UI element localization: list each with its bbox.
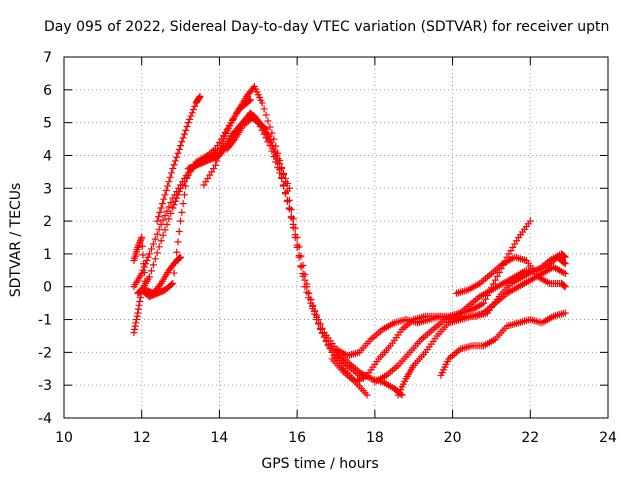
y-tick-label: 6 xyxy=(43,83,52,99)
y-tick-label: -1 xyxy=(38,313,52,329)
x-tick-label: 10 xyxy=(55,430,73,446)
y-tick-labels: -4 -3 -2 -1 0 1 2 3 4 5 6 7 xyxy=(38,50,52,427)
y-tick-label: -4 xyxy=(38,411,52,427)
point-markers xyxy=(394,263,569,399)
y-tick-label: -2 xyxy=(38,345,52,361)
series-track-9 xyxy=(371,250,569,386)
series-track-11 xyxy=(437,309,569,379)
y-tick-label: 4 xyxy=(43,148,52,164)
point-markers xyxy=(452,253,569,297)
y-tick-label: 0 xyxy=(43,280,52,296)
series-track-7 xyxy=(328,217,534,386)
point-markers xyxy=(130,234,185,297)
series-track-5 xyxy=(153,92,204,225)
y-tick-label: 1 xyxy=(43,247,52,263)
x-tick-label: 22 xyxy=(521,430,539,446)
x-tick-label: 18 xyxy=(366,430,384,446)
x-tick-label: 24 xyxy=(599,430,617,446)
point-markers xyxy=(223,112,293,192)
series-track-4 xyxy=(130,234,185,297)
x-tick-label: 16 xyxy=(288,430,306,446)
point-markers xyxy=(437,309,569,379)
series-track-13 xyxy=(223,112,293,192)
x-tick-label: 14 xyxy=(211,430,229,446)
point-markers xyxy=(153,92,204,225)
point-markers xyxy=(332,253,569,360)
x-tick-label: 20 xyxy=(444,430,462,446)
y-tick-label: 3 xyxy=(43,181,52,197)
y-axis-label: SDTVAR / TECUs xyxy=(8,182,24,298)
data-points xyxy=(130,83,569,399)
series-track-12 xyxy=(452,253,569,297)
y-tick-label: 7 xyxy=(43,50,52,66)
point-markers xyxy=(371,250,569,386)
plot-frame xyxy=(63,56,609,419)
series-track-10 xyxy=(394,263,569,399)
axis-ticks xyxy=(63,56,609,419)
x-tick-labels: 10 12 14 16 18 20 22 24 xyxy=(55,430,617,446)
series-track-8 xyxy=(332,253,569,360)
point-markers xyxy=(328,217,534,386)
series-track-6 xyxy=(200,96,255,189)
y-tick-label: -3 xyxy=(38,378,52,394)
point-markers xyxy=(200,96,255,189)
chart-title: Day 095 of 2022, Sidereal Day-to-day VTE… xyxy=(44,19,610,35)
y-tick-label: 2 xyxy=(43,214,52,230)
x-tick-label: 12 xyxy=(133,430,151,446)
x-axis-label: GPS time / hours xyxy=(261,456,379,472)
y-tick-label: 5 xyxy=(43,116,52,132)
